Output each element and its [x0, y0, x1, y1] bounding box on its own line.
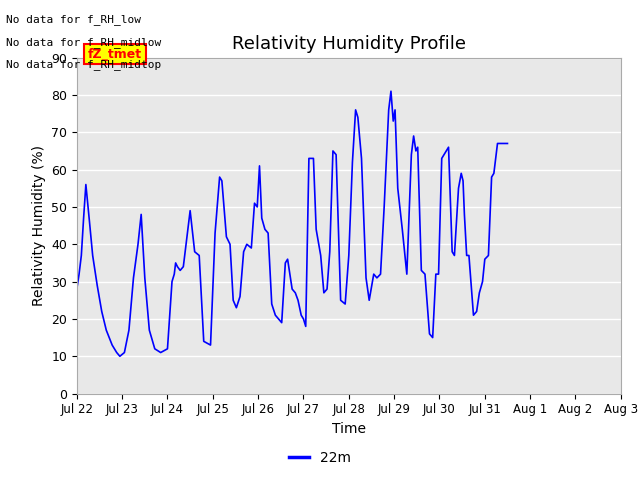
Text: fZ_tmet: fZ_tmet	[88, 48, 142, 60]
Text: No data for f_RH_midtop: No data for f_RH_midtop	[6, 60, 162, 71]
Text: No data for f_RH_midlow: No data for f_RH_midlow	[6, 37, 162, 48]
Legend: 22m: 22m	[283, 445, 357, 471]
Title: Relativity Humidity Profile: Relativity Humidity Profile	[232, 35, 466, 53]
X-axis label: Time: Time	[332, 422, 366, 436]
Y-axis label: Relativity Humidity (%): Relativity Humidity (%)	[31, 145, 45, 306]
Text: No data for f_RH_low: No data for f_RH_low	[6, 14, 141, 25]
